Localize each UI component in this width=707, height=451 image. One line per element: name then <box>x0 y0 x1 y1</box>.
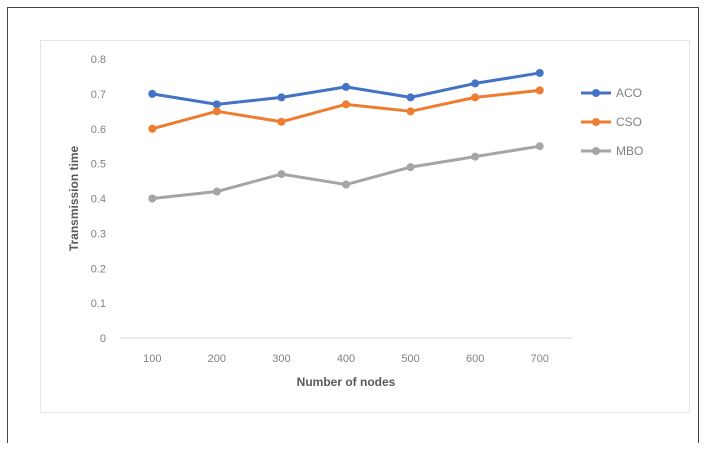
legend-marker <box>592 118 600 126</box>
legend-item-cso: CSO <box>581 115 642 129</box>
data-point <box>406 93 415 102</box>
y-tick-label: 0.7 <box>91 89 106 101</box>
series-aco <box>148 68 544 109</box>
data-point <box>148 124 157 133</box>
series-line <box>152 144 540 200</box>
y-tick-label: 0.4 <box>91 194 106 206</box>
legend-item-mbo: MBO <box>581 144 643 158</box>
data-point <box>148 194 157 203</box>
y-axis-title: Transmission time <box>67 145 81 251</box>
data-point <box>471 79 480 88</box>
y-tick-label: 0 <box>100 333 106 345</box>
data-point <box>212 187 221 196</box>
data-point <box>277 93 286 102</box>
image-frame <box>7 7 699 443</box>
data-point <box>277 117 286 126</box>
data-point <box>212 107 221 116</box>
legend-label: ACO <box>616 86 642 100</box>
y-axis-ticks: 0 0.1 0.2 0.3 0.4 0.5 0.6 0.7 0.8 <box>91 54 106 345</box>
data-point <box>342 82 350 91</box>
legend: ACO CSO MBO <box>581 86 643 158</box>
y-tick-label: 0.8 <box>91 54 106 66</box>
data-point <box>406 163 415 172</box>
series-cso <box>148 86 544 133</box>
data-point <box>406 107 415 116</box>
x-tick-label: 200 <box>208 353 226 365</box>
y-tick-label: 0.6 <box>91 124 106 136</box>
x-tick-label: 400 <box>337 353 355 365</box>
x-tick-label: 300 <box>272 353 290 365</box>
data-point <box>277 170 286 179</box>
series-mbo <box>148 142 544 203</box>
data-point <box>212 100 221 109</box>
y-tick-label: 0.2 <box>91 263 106 275</box>
y-tick-label: 0.1 <box>91 298 106 310</box>
data-point <box>535 86 544 95</box>
x-tick-label: 700 <box>531 353 549 365</box>
data-point <box>342 100 350 109</box>
series-line <box>151 88 540 131</box>
data-point <box>342 180 350 189</box>
x-axis-ticks: 100 200 300 400 500 600 700 <box>143 353 549 365</box>
data-point <box>471 152 480 161</box>
legend-marker <box>592 147 600 155</box>
x-tick-label: 100 <box>143 353 161 365</box>
y-tick-label: 0.3 <box>91 228 106 240</box>
data-point <box>535 68 544 77</box>
x-axis-title: Number of nodes <box>297 375 396 389</box>
legend-marker <box>592 89 600 97</box>
data-point <box>535 142 544 151</box>
series-lines <box>148 68 544 203</box>
x-tick-label: 500 <box>401 353 419 365</box>
data-point <box>471 93 480 102</box>
x-tick-label: 600 <box>466 353 484 365</box>
y-tick-label: 0.5 <box>91 159 106 171</box>
legend-item-aco: ACO <box>581 86 642 100</box>
chart-area <box>40 40 690 413</box>
legend-label: MBO <box>616 144 643 158</box>
legend-label: CSO <box>616 115 642 129</box>
data-point <box>148 89 157 98</box>
